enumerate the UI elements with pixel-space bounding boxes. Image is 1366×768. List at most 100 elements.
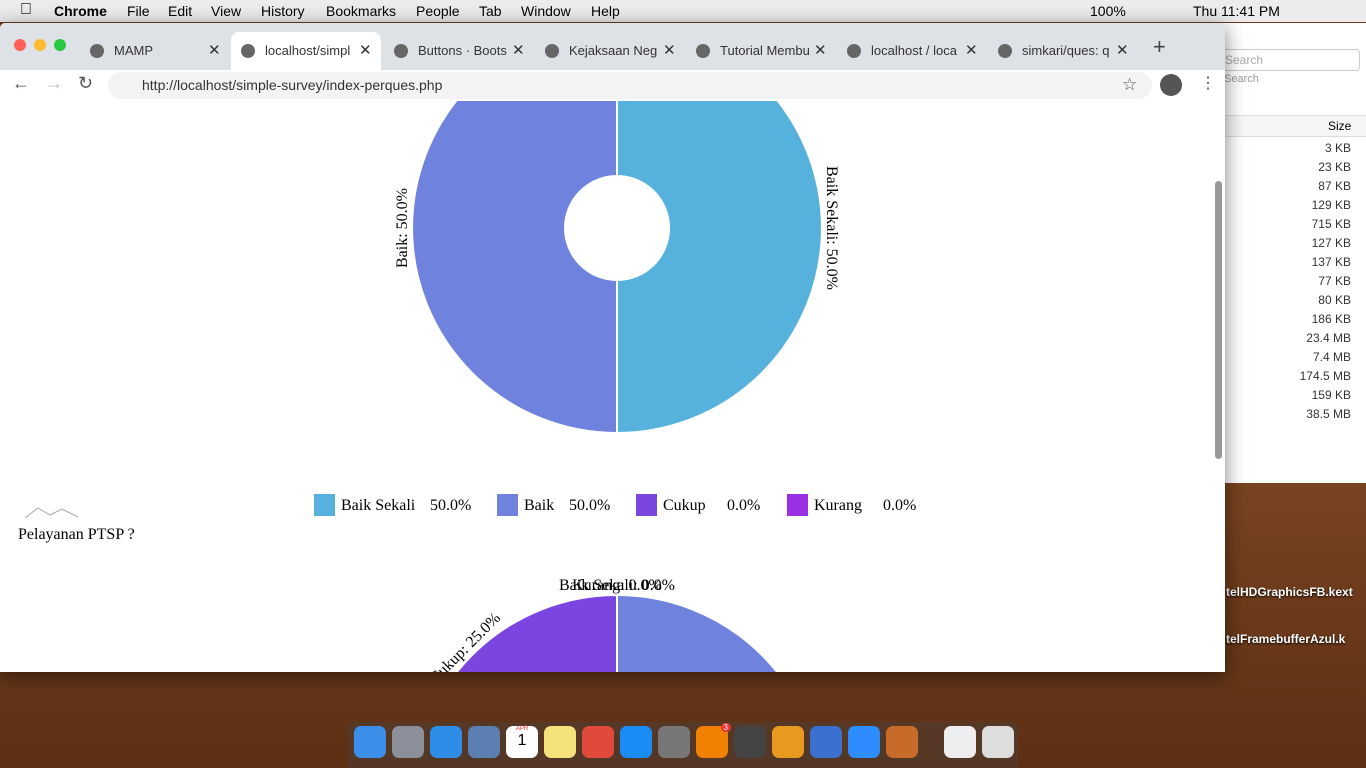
finder-column[interactable]: Size bbox=[1328, 119, 1352, 133]
back[interactable]: ← bbox=[12, 73, 30, 93]
file-size: 137 KB bbox=[1311, 255, 1351, 269]
slice bbox=[411, 101, 618, 435]
dock-icon[interactable] bbox=[810, 726, 842, 758]
dock-icon[interactable] bbox=[468, 726, 500, 758]
menu[interactable]: ⋮ bbox=[1200, 75, 1216, 92]
tab-icon bbox=[545, 44, 559, 58]
profile[interactable] bbox=[1160, 74, 1182, 96]
spark-icon bbox=[24, 507, 79, 519]
menu-item[interactable]: Window bbox=[521, 3, 571, 19]
tab[interactable]: Kejaksaan Neg ✕ bbox=[535, 32, 685, 70]
menu-app[interactable]: Chrome bbox=[54, 3, 107, 19]
menu-item[interactable]: People bbox=[416, 3, 460, 19]
finder-search-hint: Search bbox=[1224, 73, 1259, 85]
dock-icon[interactable] bbox=[430, 726, 462, 758]
url[interactable]: http://localhost/simple-survey/index-per… bbox=[142, 77, 443, 93]
badge: 3 bbox=[720, 723, 731, 732]
dock-icon[interactable] bbox=[658, 726, 690, 758]
tab-icon bbox=[998, 44, 1012, 58]
dock-icon[interactable] bbox=[354, 726, 386, 758]
menu-item[interactable]: Edit bbox=[168, 3, 193, 19]
minimize-button[interactable] bbox=[34, 39, 46, 51]
desktop-file[interactable]: telFramebufferAzul.k bbox=[1226, 632, 1346, 646]
menu-item[interactable]: File bbox=[127, 3, 150, 19]
tab[interactable]: Tutorial Membu ✕ bbox=[686, 32, 836, 70]
dock-icon[interactable] bbox=[734, 726, 766, 758]
slice-label: Baik Sekali: 50.0% bbox=[823, 166, 840, 290]
dock-icon[interactable] bbox=[886, 726, 918, 758]
tab-icon bbox=[90, 44, 104, 58]
file-size: 7.4 MB bbox=[1312, 350, 1351, 364]
tab-close[interactable]: ✕ bbox=[1116, 42, 1129, 59]
menu-item[interactable]: View bbox=[211, 3, 242, 19]
tab-title: Tutorial Membu bbox=[720, 43, 810, 58]
legend-swatch bbox=[497, 494, 518, 516]
tab-title: localhost / loca bbox=[871, 43, 957, 58]
calendar-month: APR bbox=[515, 726, 529, 732]
tab[interactable]: localhost / loca ✕ bbox=[837, 32, 987, 70]
file-size: 129 KB bbox=[1311, 198, 1351, 212]
legend-value: 50.0% bbox=[430, 497, 471, 514]
tab-close[interactable]: ✕ bbox=[208, 42, 221, 59]
apple-icon[interactable]:  bbox=[20, 1, 32, 19]
menu-item[interactable]: Bookmarks bbox=[326, 3, 397, 19]
dock-icon[interactable] bbox=[982, 726, 1014, 758]
dock-icon[interactable] bbox=[582, 726, 614, 758]
tab-close[interactable]: ✕ bbox=[814, 42, 827, 59]
dock-icon[interactable] bbox=[620, 726, 652, 758]
tab[interactable]: Buttons · Boots ✕ bbox=[384, 32, 534, 70]
tab-icon bbox=[241, 44, 255, 58]
legend-value: 0.0% bbox=[883, 497, 916, 514]
dock-icon[interactable]: 3 bbox=[696, 723, 731, 758]
scrollbar[interactable] bbox=[1215, 181, 1222, 459]
legend-label: Baik Sekali bbox=[341, 497, 416, 514]
tab-close[interactable]: ✕ bbox=[965, 42, 978, 59]
dock-icon[interactable] bbox=[944, 726, 976, 758]
tab-icon bbox=[696, 44, 710, 58]
omnibox[interactable]: http://localhost/simple-survey/index-per… bbox=[108, 72, 1152, 99]
tab[interactable]: localhost/simpl ✕ bbox=[231, 32, 381, 70]
tab[interactable]: MAMP ✕ bbox=[80, 32, 230, 70]
desktop-file[interactable]: telHDGraphicsFB.kext bbox=[1226, 585, 1353, 599]
legend-value: 50.0% bbox=[569, 497, 610, 514]
question: Pelayanan PTSP ? bbox=[18, 526, 135, 543]
bookmark-star[interactable]: ☆ bbox=[1122, 75, 1138, 94]
zoom-button[interactable] bbox=[54, 39, 66, 51]
tab-close[interactable]: ✕ bbox=[663, 42, 676, 59]
tab-icon bbox=[847, 44, 861, 58]
menubar:  Chrome 100% Thu 11:41 PM File Edit View H… bbox=[0, 0, 1366, 22]
legend-label: Cukup bbox=[663, 497, 706, 514]
dock: APR 1 3 bbox=[348, 722, 1018, 768]
battery: 100% bbox=[1090, 3, 1126, 19]
legend-swatch bbox=[787, 494, 808, 516]
tab-close[interactable]: ✕ bbox=[512, 42, 525, 59]
new-tab[interactable]: + bbox=[1153, 34, 1166, 59]
tab-close[interactable]: ✕ bbox=[359, 42, 372, 59]
file-size: 80 KB bbox=[1318, 293, 1351, 307]
file-size: 186 KB bbox=[1311, 312, 1351, 326]
clock[interactable]: Thu 11:41 PM bbox=[1193, 3, 1280, 19]
tab[interactable]: simkari/ques: q ✕ bbox=[988, 32, 1138, 70]
tab-title: Kejaksaan Neg bbox=[569, 43, 658, 58]
file-size: 23.4 MB bbox=[1306, 331, 1351, 345]
file-size: 38.5 MB bbox=[1306, 407, 1351, 421]
dock-icon[interactable] bbox=[772, 726, 804, 758]
menu-item[interactable]: History bbox=[261, 3, 305, 19]
file-size: 127 KB bbox=[1311, 236, 1351, 250]
menu-item[interactable]: Help bbox=[591, 3, 620, 19]
forward[interactable]: → bbox=[45, 73, 63, 93]
close-button[interactable] bbox=[14, 39, 26, 51]
tab-icon bbox=[394, 44, 408, 58]
menu-item[interactable]: Tab bbox=[479, 3, 502, 19]
dock-icon[interactable]: APR 1 bbox=[506, 726, 538, 758]
charts: Pelayanan PTSP ? Baik Sekali: 50.0% Baik:… bbox=[18, 101, 916, 672]
dock-icon[interactable] bbox=[392, 726, 424, 758]
tab-title: localhost/simpl bbox=[265, 43, 351, 58]
tab-bar: + MAMP ✕ localhost/simpl ✕ Buttons · Boots ✕ K… bbox=[0, 23, 1225, 70]
legend-label: Kurang bbox=[814, 497, 862, 514]
finder-search[interactable]: Search bbox=[1220, 49, 1360, 71]
reload[interactable]: ↻ bbox=[78, 73, 94, 93]
dock-icon[interactable] bbox=[544, 726, 576, 758]
dock-icon[interactable] bbox=[848, 726, 880, 758]
slice-label: Baik Sekali: 0.0% bbox=[559, 577, 675, 594]
